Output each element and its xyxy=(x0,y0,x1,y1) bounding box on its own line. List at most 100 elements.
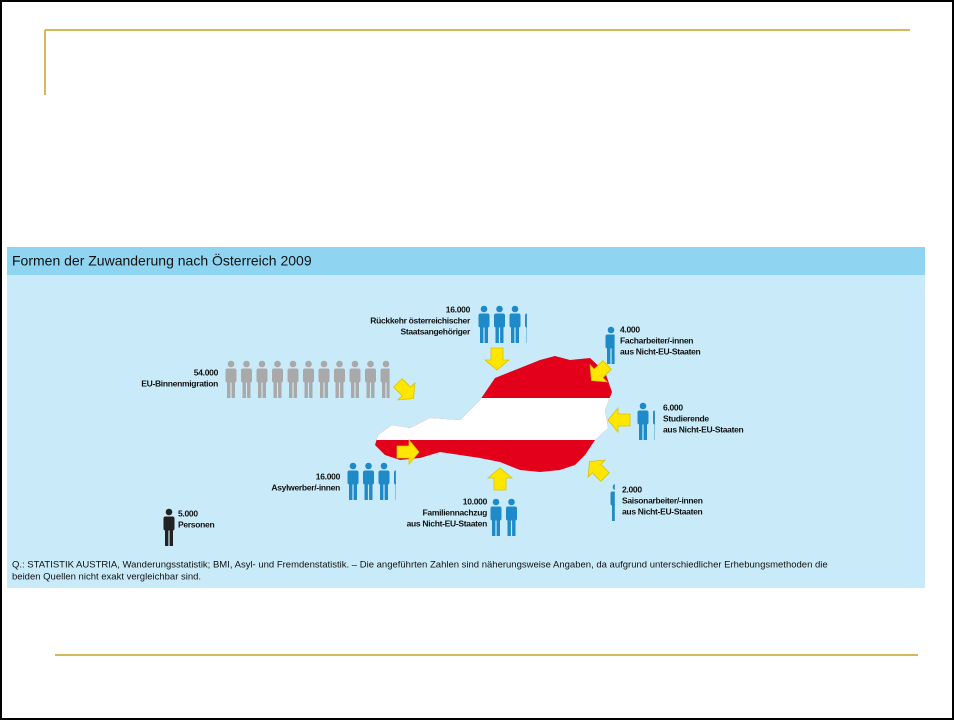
torso xyxy=(349,368,361,383)
leg xyxy=(512,519,516,536)
leg xyxy=(340,381,344,398)
person-icon xyxy=(225,360,237,398)
head xyxy=(365,462,372,470)
leg xyxy=(654,423,655,440)
leg xyxy=(495,326,499,343)
leg xyxy=(382,381,386,398)
item-label: Familiennachzug xyxy=(423,507,488,517)
torso xyxy=(509,313,521,328)
head xyxy=(258,360,266,368)
item-label: aus Nicht-EU-Staaten xyxy=(407,518,488,528)
leg xyxy=(231,381,235,398)
torso xyxy=(241,368,252,383)
leg xyxy=(320,381,324,398)
person-icon xyxy=(525,313,527,343)
item-label: Staatsangehöriger xyxy=(400,326,471,336)
person-icon xyxy=(380,360,390,398)
icon-group xyxy=(610,483,615,521)
head xyxy=(496,305,503,313)
leg xyxy=(355,381,359,398)
head xyxy=(336,360,343,368)
leg xyxy=(324,381,328,398)
person-icon xyxy=(378,462,390,500)
head xyxy=(492,498,500,506)
item-label: EU-Binnenmigration xyxy=(141,378,218,388)
leg xyxy=(349,483,353,500)
title-bar xyxy=(7,247,925,275)
person-icon xyxy=(318,360,330,398)
item-label: Personen xyxy=(178,519,214,529)
leg xyxy=(369,483,373,500)
leg xyxy=(607,347,611,364)
icon-group xyxy=(478,305,527,343)
head xyxy=(480,305,488,313)
leg xyxy=(484,326,488,343)
person-icon xyxy=(334,360,345,398)
value-label: 6.000 xyxy=(663,402,683,412)
head xyxy=(607,326,615,334)
arrows xyxy=(393,347,631,491)
leg xyxy=(273,381,277,398)
arrow xyxy=(486,467,514,491)
torso xyxy=(256,368,268,383)
torso xyxy=(653,410,655,425)
leg xyxy=(380,483,384,500)
person-icon xyxy=(363,462,374,500)
leg xyxy=(351,381,355,398)
leg xyxy=(364,483,368,500)
person-icon xyxy=(365,360,376,398)
torso xyxy=(365,368,376,383)
head xyxy=(612,483,615,491)
value-label: 10.000 xyxy=(463,496,488,506)
person-icon xyxy=(303,360,314,398)
arrow xyxy=(587,459,610,482)
leg xyxy=(247,381,251,398)
icon-group xyxy=(637,402,655,440)
value-label: 4.000 xyxy=(620,324,640,334)
leg xyxy=(500,326,504,343)
leg xyxy=(384,483,388,500)
head xyxy=(639,402,647,410)
torso xyxy=(225,368,237,383)
head xyxy=(305,360,312,368)
leg xyxy=(169,529,173,546)
icon-group xyxy=(163,508,175,546)
value-label: 16.000 xyxy=(446,304,471,314)
leg xyxy=(242,381,246,398)
person-icon xyxy=(256,360,268,398)
item-label: Facharbeiter/-innen xyxy=(620,335,693,345)
leg xyxy=(262,381,266,398)
item-label: Asylwerber/-innen xyxy=(271,482,340,492)
value-label: 2.000 xyxy=(622,484,642,494)
head xyxy=(367,360,374,368)
arrow xyxy=(483,347,511,371)
arrow xyxy=(589,360,612,383)
leg xyxy=(309,381,313,398)
person-icon xyxy=(494,305,505,343)
head xyxy=(349,462,357,470)
leg xyxy=(507,519,511,536)
person-icon xyxy=(509,305,521,343)
arrow xyxy=(393,378,416,401)
head xyxy=(165,508,173,516)
chart-title: Formen der Zuwanderung nach Österreich 2… xyxy=(12,252,312,269)
leg xyxy=(511,326,515,343)
leg xyxy=(386,381,390,398)
leg xyxy=(526,326,527,343)
person-icon xyxy=(272,360,283,398)
value-label: 5.000 xyxy=(178,508,198,518)
person-icon xyxy=(163,508,175,546)
torso xyxy=(610,491,615,506)
person-icon xyxy=(490,498,502,536)
person-icon xyxy=(653,410,655,440)
item-label: aus Nicht-EU-Staaten xyxy=(622,506,703,516)
torso xyxy=(525,313,527,328)
torso xyxy=(163,516,175,531)
torso xyxy=(394,470,396,485)
leg xyxy=(227,381,231,398)
torso xyxy=(637,410,649,425)
leg xyxy=(304,381,308,398)
value-label: 16.000 xyxy=(316,471,341,481)
icon-group xyxy=(225,360,390,398)
leg xyxy=(611,347,615,364)
